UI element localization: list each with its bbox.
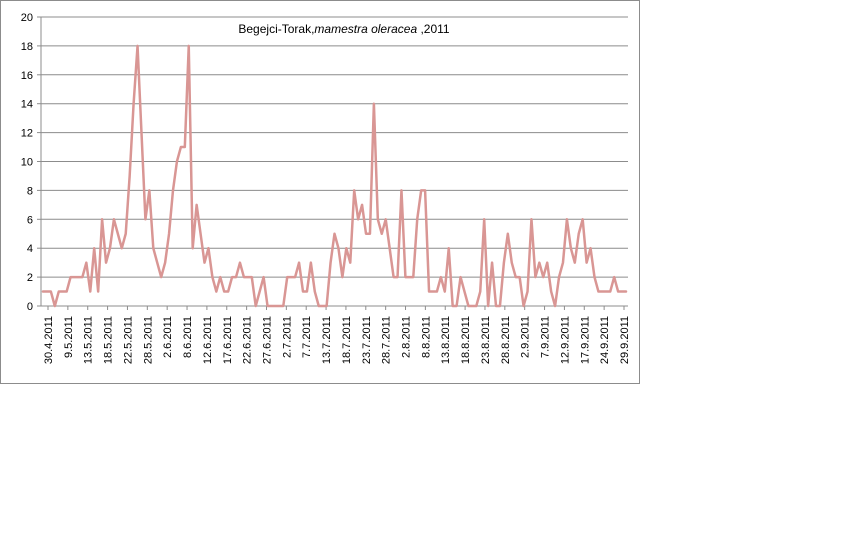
chart-title: Begejci-Torak,mamestra oleracea ,2011	[238, 22, 450, 36]
y-tick-label: 10	[21, 157, 33, 169]
x-tick-labels: 30.4.2011 9.5.2011 13.5.2011 18.5.2011 22.5.…	[43, 316, 631, 364]
x-tick-label: 28.5.2011	[142, 316, 154, 364]
x-tick-label: 8.6.2011	[182, 316, 194, 358]
x-tick-label: 24.9.2011	[599, 316, 611, 364]
x-tick-label: 9.5.2011	[63, 316, 75, 358]
x-tick-label: 18.7.2011	[341, 316, 353, 364]
x-tick-label: 22.5.2011	[122, 316, 134, 364]
x-tick-label: 13.8.2011	[440, 316, 452, 364]
line-chart: 0 2 4 6 8 10 12 14 16 18 20 30.4.2011 9.5.2011 13.5.…	[21, 12, 631, 364]
x-tick-label: 12.9.2011	[559, 316, 571, 364]
x-tick-label: 17.9.2011	[579, 316, 591, 364]
x-tick-label: 2.8.2011	[401, 316, 413, 358]
y-tick-labels: 0 2 4 6 8 10 12 14 16 18 20	[21, 12, 33, 313]
x-tick-label: 23.8.2011	[480, 316, 492, 364]
x-tick-label: 17.6.2011	[222, 316, 234, 364]
gridlines	[41, 16, 628, 278]
x-tick-label: 29.9.2011	[619, 316, 631, 364]
y-tick-label: 14	[21, 99, 33, 111]
x-tick-label: 18.8.2011	[460, 316, 472, 364]
y-tick-label: 6	[27, 214, 33, 226]
series-layer	[41, 44, 628, 308]
y-tick-label: 2	[27, 272, 33, 284]
y-tick-label: 0	[27, 301, 33, 313]
x-tick-label: 2.6.2011	[162, 316, 174, 358]
x-tick-label: 7.9.2011	[540, 316, 552, 358]
y-tick-label: 18	[21, 41, 33, 53]
y-tick-label: 8	[27, 185, 33, 197]
x-tick-label: 18.5.2011	[103, 316, 115, 364]
x-tick-label: 13.7.2011	[321, 316, 333, 364]
chart-frame: 0 2 4 6 8 10 12 14 16 18 20 30.4.2011 9.5.2011 13.5.…	[0, 0, 640, 384]
axes	[37, 16, 628, 310]
x-tick-label: 23.7.2011	[361, 316, 373, 364]
y-tick-label: 12	[21, 128, 33, 140]
x-tick-label: 13.5.2011	[83, 316, 95, 364]
x-tick-label: 28.8.2011	[500, 316, 512, 364]
y-tick-label: 20	[21, 12, 33, 24]
x-tick-label: 2.9.2011	[520, 316, 532, 358]
y-tick-label: 16	[21, 70, 33, 82]
x-tick-label: 2.7.2011	[281, 316, 293, 358]
y-tick-label: 4	[27, 243, 33, 255]
x-tick-label: 22.6.2011	[242, 316, 254, 364]
x-tick-label: 7.7.2011	[301, 316, 313, 358]
x-tick-label: 12.6.2011	[202, 316, 214, 364]
x-tick-label: 28.7.2011	[381, 316, 393, 364]
x-tick-label: 27.6.2011	[261, 316, 273, 364]
x-tick-label: 30.4.2011	[43, 316, 55, 364]
x-tick-label: 8.8.2011	[420, 316, 432, 358]
series-line	[41, 44, 628, 308]
